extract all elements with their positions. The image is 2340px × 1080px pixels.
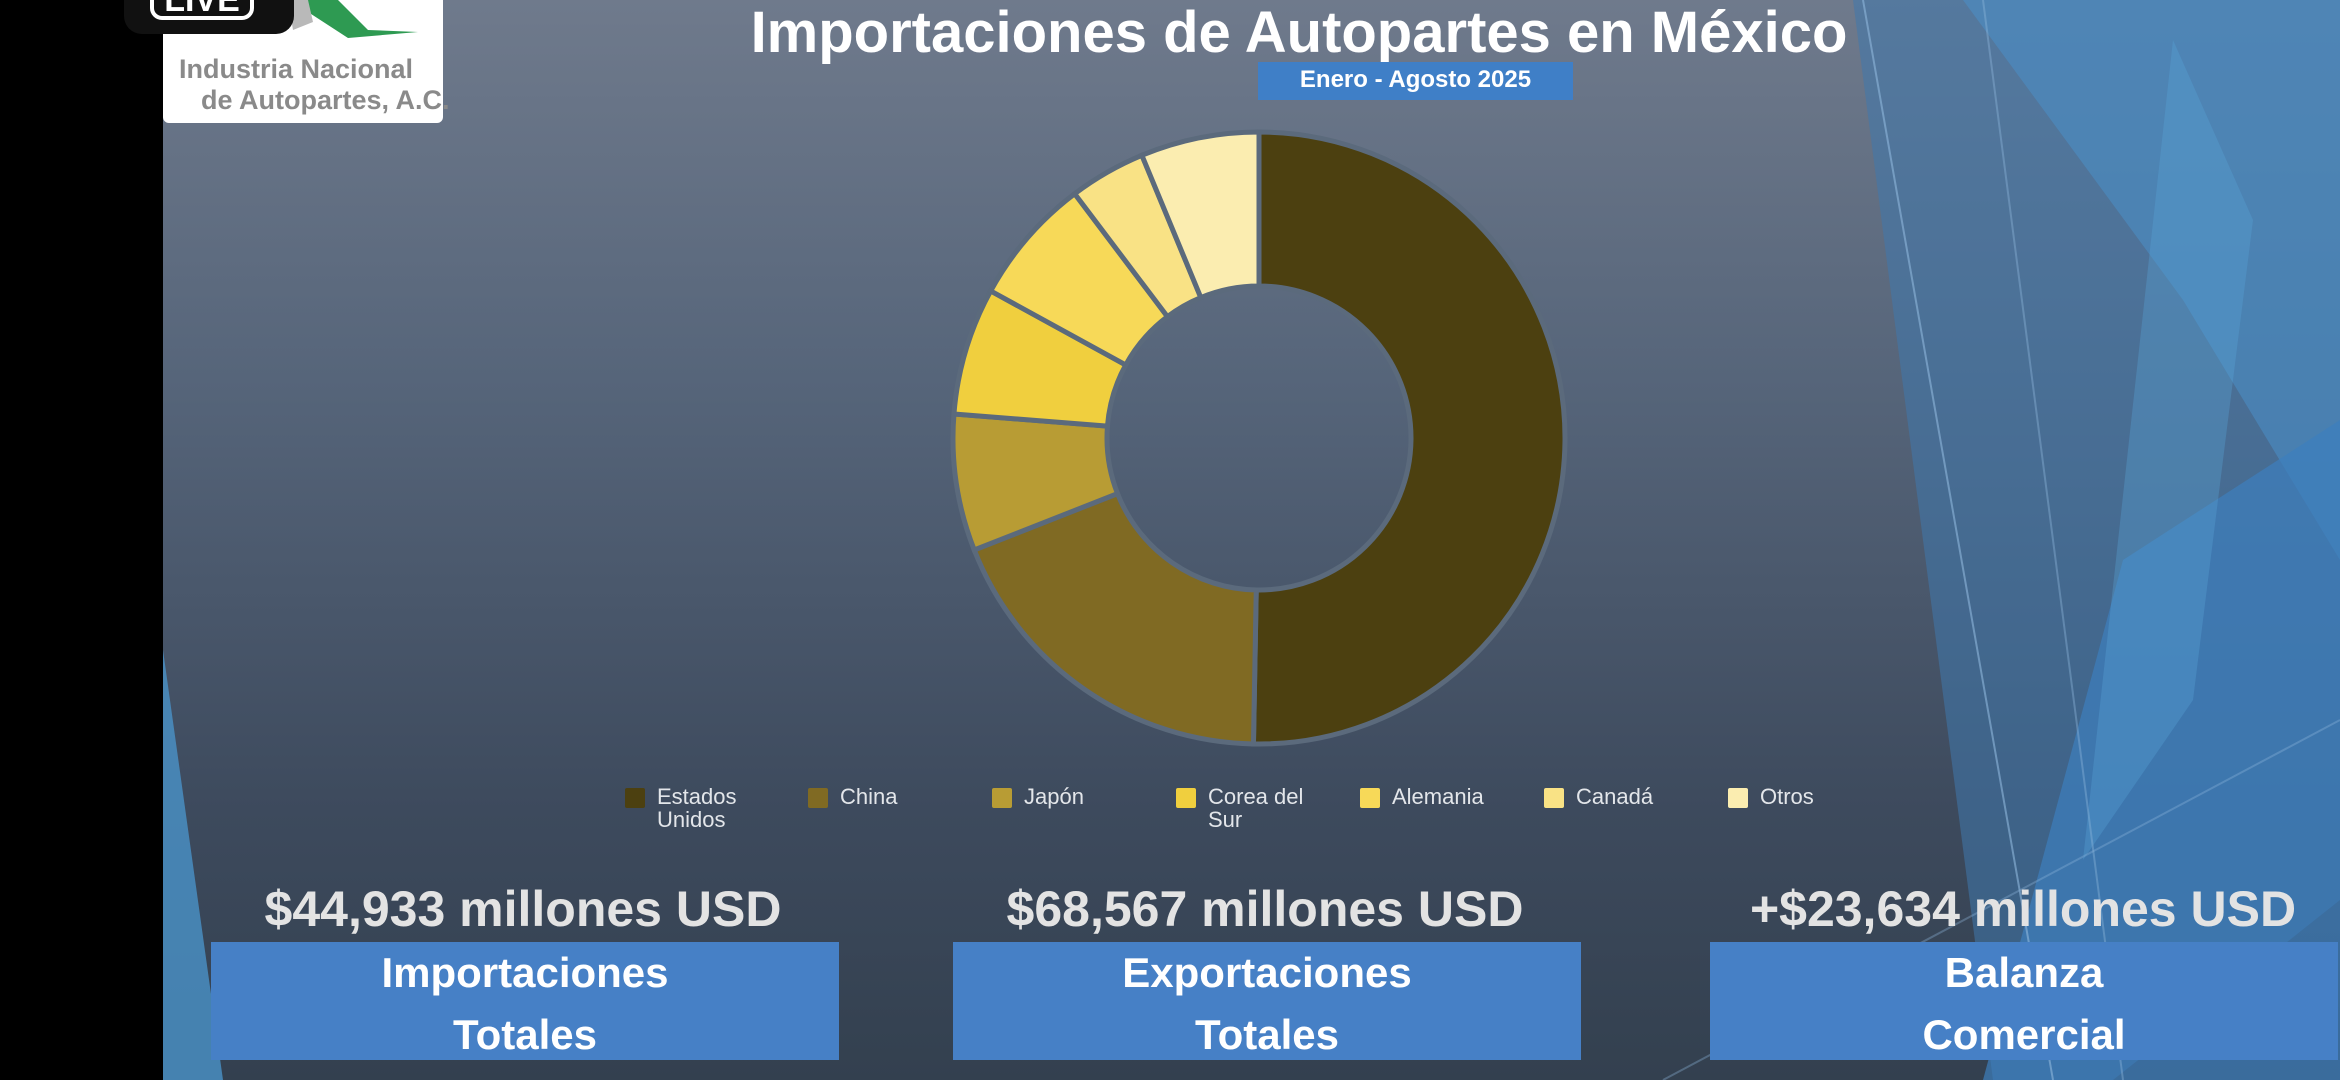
donut-slice-china	[970, 490, 1259, 747]
imports-label-box: Importaciones Totales	[211, 942, 839, 1060]
exports-label-line2: Totales	[1195, 1011, 1339, 1058]
chart-subtitle: Enero - Agosto 2025	[1258, 62, 1573, 100]
logo-text-line2: de Autopartes, A.C.	[201, 85, 450, 115]
legend-swatch	[1544, 788, 1564, 808]
chart-title: Importaciones de Autopartes en México	[750, 0, 1848, 65]
legend-label: Estados Unidos	[657, 784, 737, 832]
balance-value: +$23,634 millones USD	[1749, 881, 2297, 937]
logo-text-line1: Industria Nacional	[179, 54, 414, 84]
legend-label: Japón	[1024, 784, 1084, 809]
logo-mark-icon	[288, 0, 418, 38]
balance-label-line2: Comercial	[1922, 1011, 2126, 1058]
legend-label: Alemania	[1392, 784, 1484, 809]
legend-item: Alemania	[1360, 785, 1484, 808]
legend-swatch	[1360, 788, 1380, 808]
background-decoration	[163, 0, 2340, 1080]
legend-swatch	[992, 788, 1012, 808]
legend-item: China	[808, 785, 897, 808]
donut-chart	[950, 129, 1568, 747]
exports-value: $68,567 millones USD	[1006, 881, 1524, 937]
legend-item: Canadá	[1544, 785, 1653, 808]
imports-value: $44,933 millones USD	[264, 881, 782, 937]
legend-label: Otros	[1760, 784, 1814, 809]
imports-label-line2: Totales	[453, 1011, 597, 1058]
legend-label: Canadá	[1576, 784, 1654, 809]
slide: Importaciones de Autopartes en México En…	[163, 0, 2340, 1080]
legend-label: Corea del Sur	[1208, 784, 1304, 832]
legend-item: Corea del Sur	[1176, 785, 1318, 831]
legend-swatch	[1176, 788, 1196, 808]
legend-item: Otros	[1728, 785, 1814, 808]
balance-label-box: Balanza Comercial	[1710, 942, 2338, 1060]
legend-swatch	[808, 788, 828, 808]
balance-label-line1: Balanza	[1944, 949, 2104, 996]
exports-label-line1: Exportaciones	[1122, 949, 1412, 996]
legend-item: Estados Unidos	[625, 785, 767, 831]
legend-label: China	[840, 784, 898, 809]
donut-slice-otros	[1138, 129, 1262, 301]
legend-swatch	[1728, 788, 1748, 808]
imports-label-line1: Importaciones	[381, 949, 669, 996]
exports-label-box: Exportaciones Totales	[953, 942, 1581, 1060]
donut-slice-estados-unidos	[1250, 129, 1568, 747]
live-badge: LIVE	[150, 0, 254, 20]
legend-item: Japón	[992, 785, 1084, 808]
legend-swatch	[625, 788, 645, 808]
